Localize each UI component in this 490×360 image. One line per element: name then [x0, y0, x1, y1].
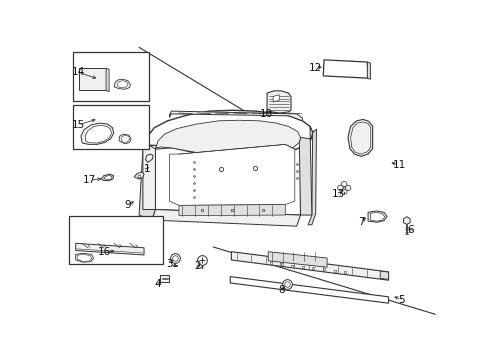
Polygon shape — [85, 125, 111, 143]
Text: 1: 1 — [144, 164, 150, 174]
Bar — [69, 216, 163, 264]
Polygon shape — [299, 126, 313, 215]
Text: 14: 14 — [72, 67, 85, 77]
Text: 17: 17 — [83, 175, 97, 185]
Polygon shape — [155, 120, 300, 156]
Polygon shape — [81, 123, 114, 144]
Polygon shape — [231, 252, 389, 280]
Text: 8: 8 — [278, 285, 285, 295]
Polygon shape — [143, 110, 313, 157]
Polygon shape — [267, 91, 291, 113]
Polygon shape — [79, 68, 106, 90]
Polygon shape — [368, 211, 387, 222]
Polygon shape — [230, 276, 389, 303]
Polygon shape — [170, 144, 295, 205]
Polygon shape — [368, 62, 370, 79]
Bar — [73, 51, 148, 102]
Text: 15: 15 — [72, 120, 85, 130]
Polygon shape — [143, 145, 155, 210]
Polygon shape — [75, 253, 94, 262]
Polygon shape — [268, 252, 327, 267]
Text: 10: 10 — [260, 109, 273, 119]
Text: 11: 11 — [392, 160, 406, 170]
Polygon shape — [170, 111, 302, 121]
Polygon shape — [77, 255, 92, 261]
Polygon shape — [118, 81, 128, 87]
Text: 2: 2 — [195, 261, 201, 271]
Polygon shape — [308, 129, 317, 225]
Text: 13: 13 — [332, 189, 345, 199]
Polygon shape — [134, 172, 144, 179]
Polygon shape — [155, 138, 300, 215]
Polygon shape — [104, 175, 112, 180]
Polygon shape — [179, 204, 285, 216]
Polygon shape — [273, 95, 279, 102]
Polygon shape — [119, 134, 131, 144]
Polygon shape — [370, 212, 385, 221]
Polygon shape — [139, 149, 155, 220]
Bar — [73, 105, 148, 149]
Polygon shape — [146, 154, 153, 162]
Text: 6: 6 — [407, 225, 414, 235]
Polygon shape — [101, 174, 114, 181]
Polygon shape — [151, 210, 300, 226]
Text: 16: 16 — [98, 247, 112, 257]
Text: 9: 9 — [124, 201, 131, 210]
Polygon shape — [404, 217, 410, 225]
Polygon shape — [323, 60, 368, 78]
Polygon shape — [75, 243, 144, 255]
Polygon shape — [348, 120, 372, 156]
Polygon shape — [380, 271, 389, 279]
Polygon shape — [115, 79, 130, 89]
Polygon shape — [121, 135, 129, 143]
Polygon shape — [106, 68, 109, 92]
Polygon shape — [341, 189, 347, 194]
Polygon shape — [341, 181, 347, 187]
Text: 7: 7 — [358, 217, 365, 227]
Polygon shape — [160, 275, 170, 282]
Text: 4: 4 — [155, 279, 161, 289]
Text: 3: 3 — [166, 258, 173, 269]
Polygon shape — [345, 185, 351, 191]
Text: 5: 5 — [398, 294, 404, 305]
Text: 12: 12 — [309, 63, 322, 73]
Polygon shape — [337, 185, 343, 191]
